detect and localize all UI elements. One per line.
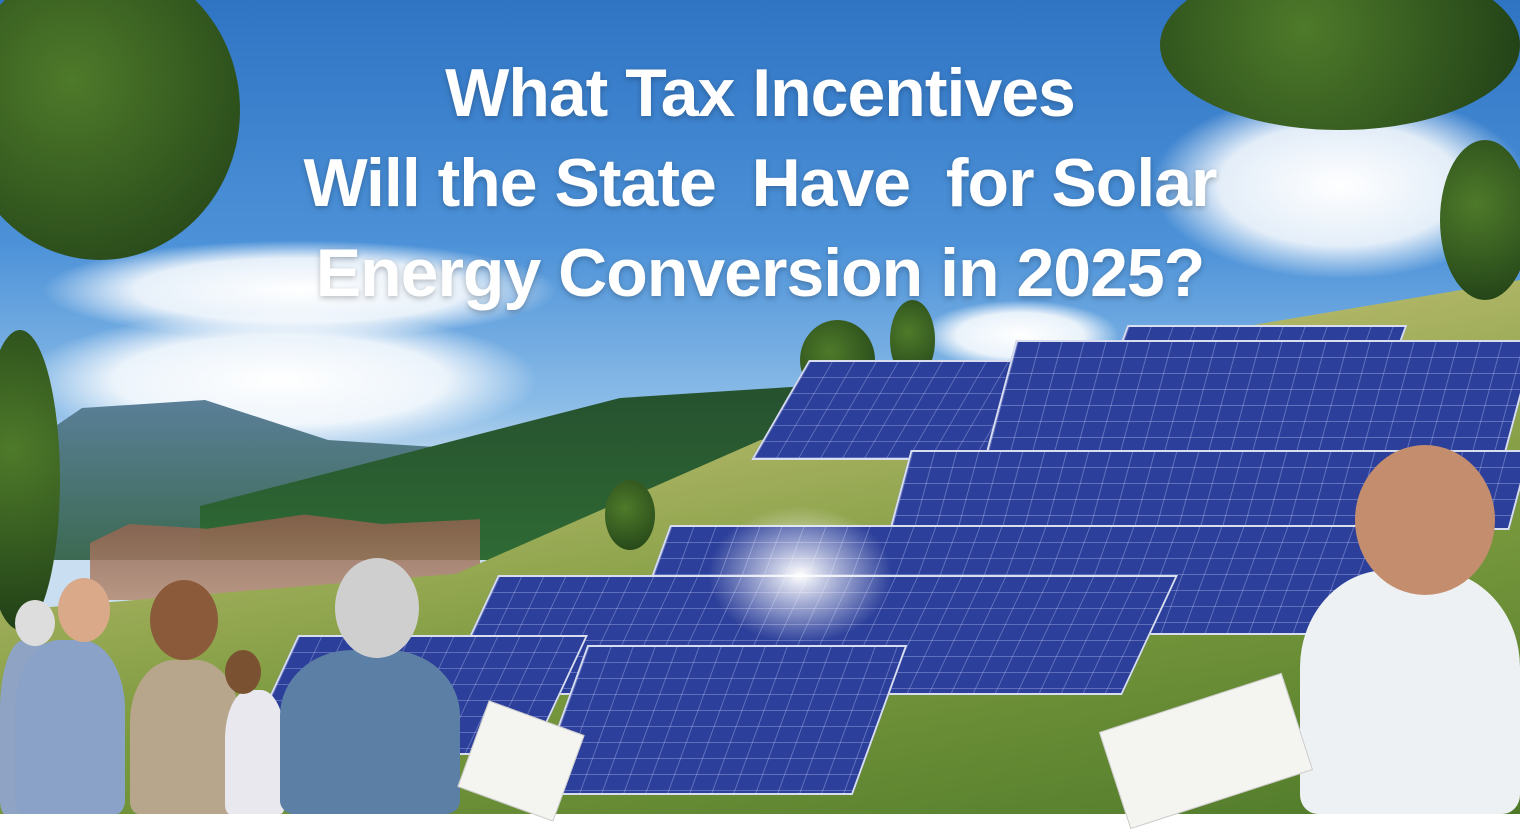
tree [1160, 0, 1520, 130]
person-head [150, 580, 218, 660]
solar-panel-row [532, 645, 908, 795]
person-head [1355, 445, 1495, 595]
solar-panel-row [983, 340, 1520, 460]
tree [605, 480, 655, 550]
person-head [58, 578, 110, 642]
headline: What Tax Incentives Will the State Have … [0, 48, 1520, 318]
person [225, 690, 285, 814]
tree [1440, 140, 1520, 300]
headline-line: Energy Conversion in 2025? [315, 235, 1206, 311]
person-head [225, 650, 261, 694]
person [15, 640, 125, 814]
person [280, 650, 460, 814]
headline-line: Will the State Have for Solar [303, 145, 1217, 221]
headline-line: What Tax Incentives [445, 55, 1076, 131]
person-head [15, 600, 55, 646]
sun-glare [700, 500, 900, 650]
person [130, 660, 240, 814]
person-head [335, 558, 419, 658]
person [1300, 570, 1520, 814]
